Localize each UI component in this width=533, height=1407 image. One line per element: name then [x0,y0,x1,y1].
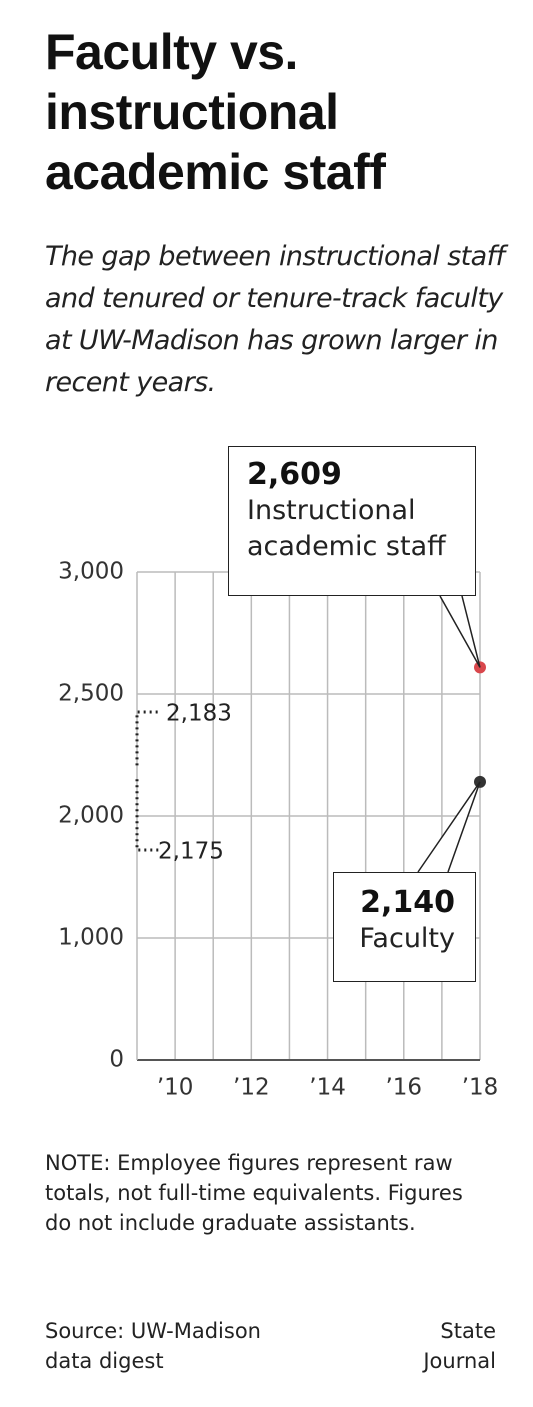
y-tick-label: 2,000 [58,803,124,829]
credit: State Journal [423,1319,496,1373]
y-tick-label: 1,000 [58,925,124,951]
staff-callout: 2,609 Instructional academic staff [228,446,476,596]
annotation-leader [135,779,160,852]
x-tick-label: ’18 [462,1075,499,1101]
callout-pointer [439,595,481,668]
x-tick-label: ’10 [157,1075,194,1101]
callout-label: Faculty [359,923,455,954]
faculty-callout: 2,140 Faculty [333,872,476,982]
note: NOTE: Employee figures represent raw tot… [45,1151,463,1235]
y-tick-label: 3,000 [58,559,124,585]
chart-title: Faculty vs. instructional academic staff [45,24,386,200]
y-tick-label: 2,500 [58,681,124,707]
callout-value: 2,609 [247,457,342,492]
source: Source: UW-Madison data digest [45,1319,261,1373]
callout-value: 2,140 [360,885,455,920]
x-tick-label: ’14 [309,1075,346,1101]
x-tick-label: ’12 [233,1075,270,1101]
callout-pointer [417,781,481,873]
y-tick-label: 0 [109,1047,124,1073]
chart-subtitle: The gap between instructional staff and … [45,241,505,398]
callout-label: Instructional academic staff [247,495,446,562]
annotation-leader [135,710,160,766]
value-label: 2,183 [166,701,232,727]
value-label: 2,175 [158,839,224,865]
x-tick-label: ’16 [385,1075,422,1101]
